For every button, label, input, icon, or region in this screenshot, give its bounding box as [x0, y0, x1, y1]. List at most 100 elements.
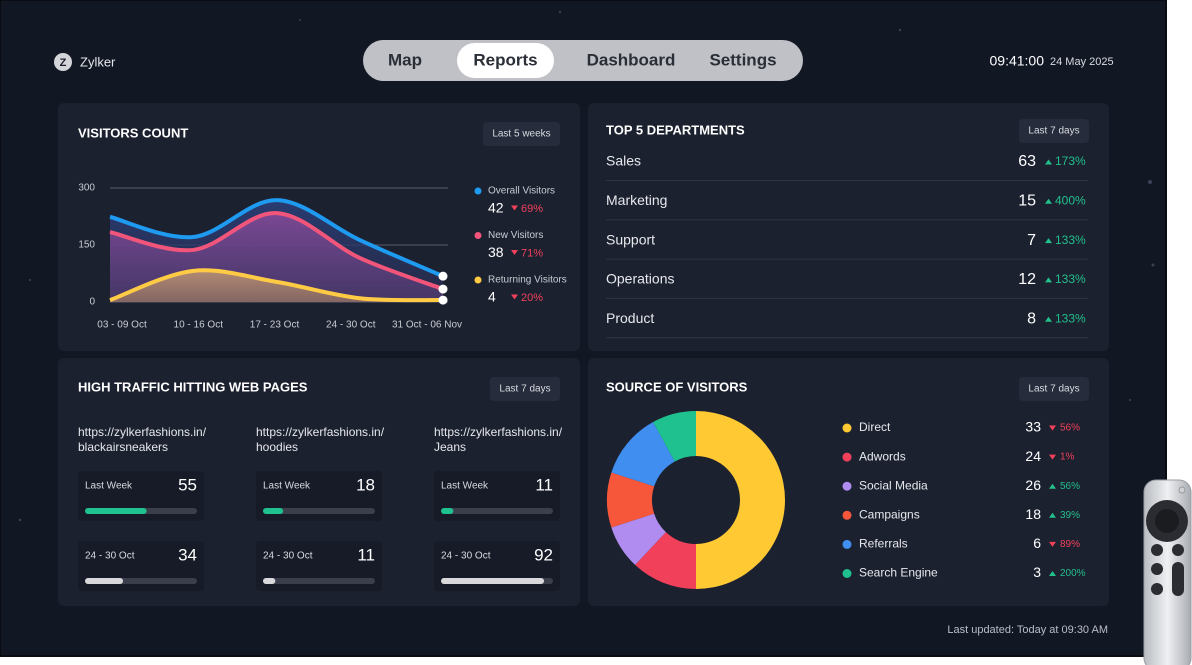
- period-value: 18: [356, 475, 375, 494]
- brand-name: Zylker: [80, 54, 116, 69]
- source-name: Campaigns: [859, 507, 920, 521]
- bar-track: [263, 578, 375, 584]
- period-value: 92: [534, 545, 553, 564]
- nav-item[interactable]: Settings: [709, 50, 776, 69]
- source-name: Adwords: [859, 449, 906, 463]
- source-value: 26: [1025, 477, 1041, 493]
- trend-arrow: [511, 294, 518, 300]
- donut-slice: [653, 411, 696, 462]
- trend-arrow: [1045, 316, 1052, 322]
- dept-name: Support: [606, 231, 655, 247]
- nav-item[interactable]: Reports: [473, 50, 537, 69]
- legend-dot: [474, 187, 482, 195]
- period-value: 34: [178, 545, 197, 564]
- y-tick-label: 300: [78, 183, 95, 194]
- source-value: 3: [1033, 564, 1041, 580]
- line: [109, 198, 444, 278]
- y-tick-label: 150: [78, 240, 95, 251]
- area: [110, 270, 443, 302]
- x-tick-label: 10 - 16 Oct: [174, 320, 224, 331]
- legend-dot: [842, 452, 852, 462]
- period-label: Last Week: [85, 481, 133, 492]
- nav-active[interactable]: [457, 43, 554, 78]
- period-label: 24 - 30 Oct: [263, 551, 313, 562]
- clock-time: 09:41:00: [990, 53, 1045, 69]
- filter-button[interactable]: [490, 377, 560, 401]
- legend-label: Returning Visitors: [488, 275, 567, 286]
- filter-button[interactable]: [1019, 119, 1089, 143]
- period-value: 11: [357, 545, 375, 564]
- legend-dot: [842, 481, 852, 491]
- line: [109, 268, 444, 303]
- panel-title: TOP 5 DEPARTMENTS: [606, 122, 745, 137]
- filter-label[interactable]: Last 7 days: [499, 384, 550, 395]
- clock-date: 24 May 2025: [1050, 56, 1114, 68]
- filter-button[interactable]: [1019, 377, 1089, 401]
- bar-fill: [263, 508, 284, 514]
- trend-arrow: [1049, 512, 1056, 518]
- donut-slice: [635, 532, 696, 589]
- period-value: 11: [535, 475, 553, 494]
- bar-track: [263, 508, 375, 514]
- trend-arrow: [1045, 159, 1052, 165]
- source-name: Direct: [859, 420, 891, 434]
- legend-change: 69%: [521, 203, 543, 215]
- source-value: 24: [1025, 448, 1041, 464]
- trend-arrow: [1049, 541, 1056, 547]
- donut-slice: [607, 472, 655, 528]
- filter-label[interactable]: Last 7 days: [1028, 384, 1079, 395]
- line: [109, 211, 444, 291]
- trend-arrow: [1049, 571, 1056, 576]
- legend-label: Overall Visitors: [488, 186, 555, 197]
- legend-label: New Visitors: [488, 230, 543, 241]
- panel-title: SOURCE OF VISITORS: [606, 379, 748, 394]
- period-label: Last Week: [441, 481, 489, 492]
- end-marker: [438, 271, 448, 281]
- trend-arrow: [511, 250, 518, 255]
- legend-dot: [842, 510, 852, 520]
- x-tick-label: 24 - 30 Oct: [326, 320, 376, 331]
- source-name: Referrals: [859, 537, 908, 551]
- source-value: 6: [1033, 535, 1041, 551]
- nav-item[interactable]: Map: [388, 50, 422, 69]
- dept-value: 15: [1018, 193, 1036, 210]
- bar-fill: [85, 578, 124, 584]
- source-name: Search Engine: [859, 566, 938, 580]
- period-label: 24 - 30 Oct: [441, 551, 491, 562]
- nav-item[interactable]: Dashboard: [587, 50, 676, 69]
- source-change: 56%: [1060, 423, 1080, 434]
- period-label: 24 - 30 Oct: [85, 551, 135, 562]
- page-url: blackairsneakers: [78, 440, 168, 454]
- bar-fill: [85, 508, 147, 514]
- dept-change: 133%: [1055, 272, 1086, 286]
- source-change: 39%: [1060, 510, 1080, 521]
- trend-arrow: [1045, 238, 1052, 244]
- dept-name: Product: [606, 310, 654, 326]
- dept-change: 400%: [1055, 193, 1086, 207]
- last-updated: Last updated: Today at 09:30 AM: [947, 624, 1108, 636]
- source-change: 1%: [1060, 452, 1075, 463]
- dept-name: Marketing: [606, 192, 667, 208]
- page-url: hoodies: [256, 440, 298, 454]
- page-url: https://zylkerfashions.in/: [256, 425, 385, 439]
- filter-label[interactable]: Last 7 days: [1028, 126, 1079, 137]
- legend-value: 42: [488, 200, 504, 216]
- filter-label[interactable]: Last 5 weeks: [492, 129, 550, 140]
- stars: [18, 10, 1155, 522]
- logo: [54, 53, 72, 71]
- legend-dot: [842, 423, 852, 433]
- trend-arrow: [1049, 483, 1056, 489]
- x-tick-label: 03 - 09 Oct: [97, 320, 147, 331]
- logo-letter: Z: [60, 57, 67, 69]
- page-url: https://zylkerfashions.in/: [78, 425, 207, 439]
- trend-arrow: [1045, 198, 1052, 204]
- dept-change: 173%: [1055, 154, 1086, 168]
- source-change: 200%: [1060, 568, 1086, 579]
- filter-button[interactable]: [483, 122, 560, 146]
- source-value: 18: [1025, 506, 1041, 522]
- source-change: 56%: [1060, 481, 1080, 492]
- legend-dot: [842, 569, 852, 578]
- page-url: https://zylkerfashions.in/: [434, 425, 563, 439]
- legend-change: 20%: [521, 292, 543, 304]
- trend-arrow: [511, 205, 518, 211]
